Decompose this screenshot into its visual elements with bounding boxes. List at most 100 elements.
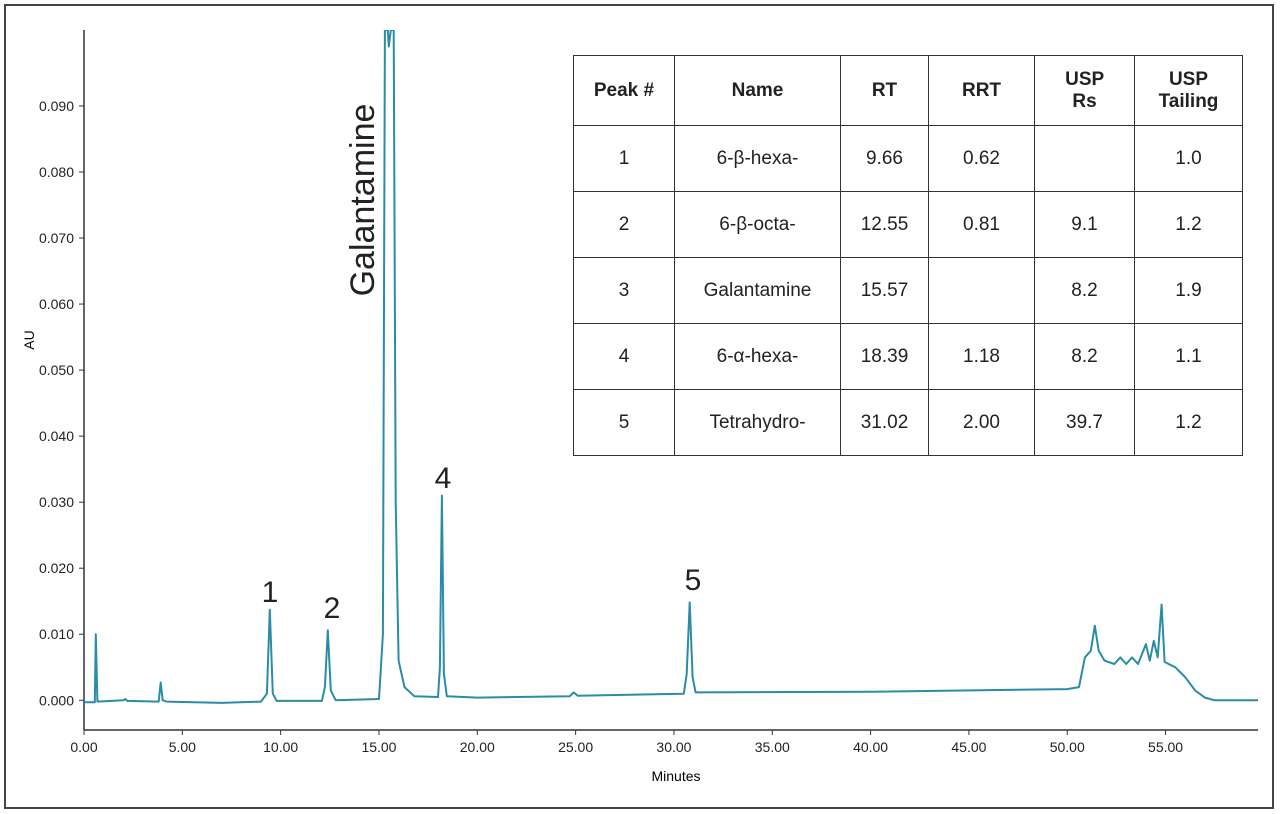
- table-cell: 2: [573, 191, 675, 258]
- table-cell: 3: [573, 257, 675, 324]
- cell-text: 6-α-hexa-: [716, 345, 799, 367]
- cell-text: 0.81: [963, 213, 1000, 235]
- table-cell: 31.02: [840, 389, 929, 456]
- cell-text: 12.55: [860, 213, 909, 235]
- header-text: USP Rs: [1065, 68, 1105, 112]
- table-cell: 6-β-hexa-: [674, 125, 841, 192]
- x-tick-label: 15.00: [361, 739, 396, 755]
- table-cell: 15.57: [840, 257, 929, 324]
- table-cell: Galantamine: [674, 257, 841, 324]
- y-tick-label: 0.020: [39, 560, 74, 576]
- peak-label: 1: [262, 576, 279, 609]
- x-tick-label: 5.00: [169, 739, 196, 755]
- cell-text: 2.00: [963, 411, 1000, 433]
- table-cell: 8.2: [1034, 257, 1135, 324]
- table-row: 4 6-α-hexa- 18.39 1.18 8.2 1.1: [573, 323, 1243, 390]
- cell-text: 39.7: [1066, 411, 1103, 433]
- cell-text: 1.0: [1175, 147, 1202, 169]
- table-cell: [1034, 125, 1135, 192]
- y-tick-label: 0.030: [39, 494, 74, 510]
- table-cell: 12.55: [840, 191, 929, 258]
- table-cell: 1.2: [1134, 191, 1243, 258]
- peak-label: 4: [435, 462, 452, 495]
- table-cell: Tetrahydro-: [674, 389, 841, 456]
- table-cell: 8.2: [1034, 323, 1135, 390]
- x-tick-label: 50.00: [1050, 739, 1085, 755]
- frame: [4, 4, 1274, 809]
- cell-text: 15.57: [860, 279, 909, 301]
- table-cell: 1.1: [1134, 323, 1243, 390]
- x-tick-label: 0.00: [70, 739, 97, 755]
- x-tick-label: 10.00: [263, 739, 298, 755]
- cell-text: 9.66: [866, 147, 903, 169]
- cell-text: 1: [618, 147, 630, 169]
- table-row: 5 Tetrahydro- 31.02 2.00 39.7 1.2: [573, 389, 1243, 456]
- y-tick-label: 0.090: [39, 98, 74, 114]
- cell-text: Galantamine: [703, 279, 812, 301]
- cell-text: 6-β-octa-: [719, 213, 796, 235]
- header-cell: Peak #: [573, 55, 675, 126]
- table-cell: 4: [573, 323, 675, 390]
- peak-label: Galantamine: [344, 104, 382, 297]
- table-cell: 2.00: [928, 389, 1035, 456]
- cell-text: Tetrahydro-: [709, 411, 806, 433]
- x-tick-label: 20.00: [460, 739, 495, 755]
- table-cell: 1.0: [1134, 125, 1243, 192]
- header-cell: RT: [840, 55, 929, 126]
- cell-text: 9.1: [1071, 213, 1098, 235]
- table-cell: [928, 257, 1035, 324]
- y-axis-label: AU: [21, 330, 37, 349]
- header-cell: Name: [674, 55, 841, 126]
- cell-text: 18.39: [860, 345, 909, 367]
- header-text: USP Tailing: [1158, 68, 1219, 112]
- table-cell: 1: [573, 125, 675, 192]
- x-tick-label: 45.00: [951, 739, 986, 755]
- y-tick-label: 0.050: [39, 362, 74, 378]
- header-cell: USP Rs: [1034, 55, 1135, 126]
- x-tick-label: 30.00: [656, 739, 691, 755]
- table-cell: 9.66: [840, 125, 929, 192]
- cell-text: 1.2: [1175, 213, 1202, 235]
- cell-text: 1.9: [1175, 279, 1202, 301]
- table-cell: 1.9: [1134, 257, 1243, 324]
- table-cell: 9.1: [1034, 191, 1135, 258]
- cell-text: 4: [618, 345, 630, 367]
- y-tick-label: 0.040: [39, 428, 74, 444]
- trace: [84, 30, 1258, 704]
- table-cell: 6-α-hexa-: [674, 323, 841, 390]
- table-row: 2 6-β-octa- 12.55 0.81 9.1 1.2: [573, 191, 1243, 258]
- cell-text: 0.62: [963, 147, 1000, 169]
- cell-text: 6-β-hexa-: [716, 147, 799, 169]
- cell-text: 8.2: [1071, 279, 1098, 301]
- header-text: Peak #: [593, 79, 655, 101]
- header-row: Peak # Name RT RRT USP Rs USP Tailing: [573, 55, 1243, 126]
- table-cell: 1.2: [1134, 389, 1243, 456]
- table-row: 1 6-β-hexa- 9.66 0.62 1.0: [573, 125, 1243, 192]
- x-tick-label: 35.00: [755, 739, 790, 755]
- peak-label: 5: [685, 564, 702, 597]
- y-tick-label: 0.000: [39, 692, 74, 708]
- y-tick-label: 0.080: [39, 164, 74, 180]
- header-text: RT: [871, 79, 898, 101]
- y-tick-label: 0.070: [39, 230, 74, 246]
- y-tick-label: 0.010: [39, 626, 74, 642]
- table-cell: 1.18: [928, 323, 1035, 390]
- cell-text: 1.1: [1175, 345, 1202, 367]
- x-axis-label: Minutes: [651, 768, 700, 784]
- y-tick-label: 0.060: [39, 296, 74, 312]
- table-cell: 6-β-octa-: [674, 191, 841, 258]
- x-tick-label: 25.00: [558, 739, 593, 755]
- cell-text: 2: [618, 213, 630, 235]
- header-cell: USP Tailing: [1134, 55, 1243, 126]
- cell-text: 5: [618, 411, 630, 433]
- header-cell: RRT: [928, 55, 1035, 126]
- x-tick-label: 40.00: [853, 739, 888, 755]
- cell-text: 1.2: [1175, 411, 1202, 433]
- cell-text: 3: [618, 279, 630, 301]
- table-row: 3 Galantamine 15.57 8.2 1.9: [573, 257, 1243, 324]
- cell-text: 1.18: [963, 345, 1000, 367]
- table-cell: 0.81: [928, 191, 1035, 258]
- peak-label: 2: [324, 592, 341, 625]
